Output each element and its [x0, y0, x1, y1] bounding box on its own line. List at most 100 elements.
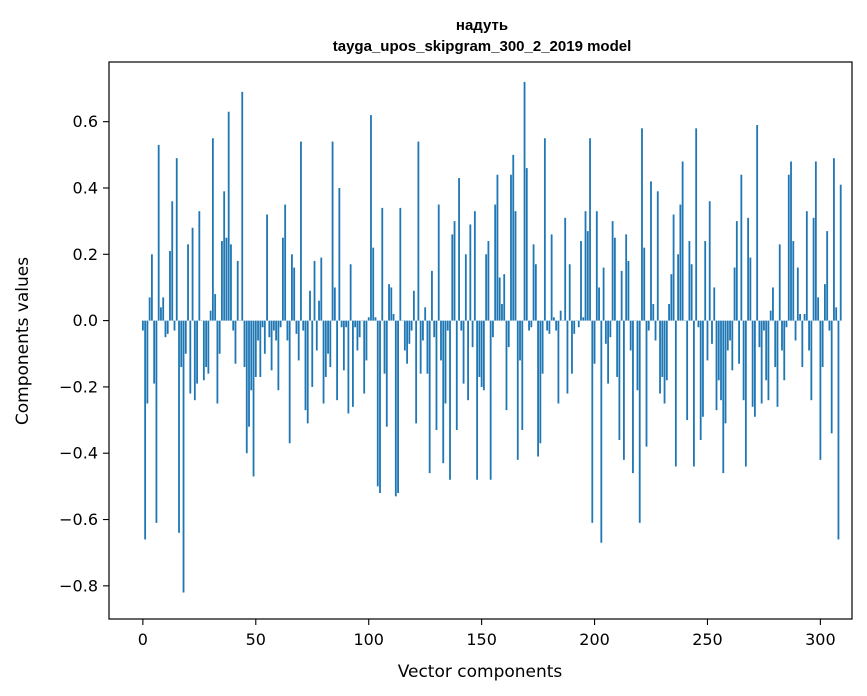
bar-228: [656, 191, 659, 321]
bar-296: [810, 320, 813, 401]
bar-202: [598, 287, 600, 321]
bar-133: [442, 320, 445, 464]
bar-224: [647, 320, 650, 331]
bar-139: [455, 320, 458, 431]
bar-303: [826, 231, 829, 321]
bar-145: [469, 224, 472, 321]
bar-129: [433, 320, 436, 338]
bar-16: [178, 320, 180, 533]
bar-51: [257, 320, 259, 341]
bar-258: [724, 320, 727, 424]
bar-89: [342, 320, 345, 371]
bar-165: [514, 211, 517, 321]
bar-13: [171, 201, 174, 321]
bar-236: [674, 320, 677, 467]
bar-174: [534, 264, 537, 321]
bar-58: [272, 320, 275, 331]
bar-30: [209, 310, 212, 321]
bar-136: [449, 320, 451, 480]
bar-222: [643, 247, 646, 321]
bar-29: [207, 320, 210, 374]
bar-140: [458, 178, 460, 321]
bar-185: [559, 310, 562, 321]
bar-203: [600, 320, 603, 543]
bar-230: [661, 320, 664, 377]
bar-237: [677, 254, 680, 321]
y-tick-label: 0.2: [73, 245, 98, 264]
bar-143: [464, 254, 467, 321]
bar-206: [607, 320, 609, 384]
bar-156: [494, 204, 497, 321]
x-axis-label: Vector components: [398, 662, 563, 682]
bar-24: [196, 320, 198, 384]
bar-27: [202, 320, 205, 381]
bar-245: [695, 128, 698, 321]
bar-241: [686, 320, 689, 421]
bar-57: [270, 320, 273, 371]
bar-94: [354, 320, 357, 328]
bar-39: [230, 244, 232, 321]
bar-169: [523, 81, 526, 321]
bar-8: [160, 307, 162, 321]
bar-229: [659, 320, 661, 394]
bar-119: [410, 320, 413, 331]
bar-306: [833, 158, 835, 321]
bar-126: [426, 320, 429, 374]
bar-44: [241, 91, 244, 321]
y-tick-label: −0.2: [59, 377, 98, 396]
bar-114: [399, 207, 402, 321]
bar-193: [577, 320, 580, 328]
bar-55: [266, 214, 268, 321]
bar-251: [708, 201, 711, 321]
bar-227: [654, 320, 657, 341]
bar-309: [839, 184, 842, 321]
bar-105: [379, 320, 381, 494]
bar-22: [191, 227, 194, 321]
bar-200: [593, 320, 596, 364]
bar-36: [223, 191, 226, 321]
bar-146: [471, 320, 474, 348]
y-tick-label: 0.6: [73, 112, 98, 131]
bar-231: [663, 320, 666, 404]
bar-204: [602, 267, 605, 321]
bar-64: [286, 320, 289, 341]
bar-142: [462, 320, 465, 384]
bar-284: [783, 320, 786, 381]
bar-135: [446, 320, 449, 331]
bar-181: [550, 234, 553, 321]
bar-147: [473, 211, 476, 321]
bar-272: [756, 124, 759, 321]
bar-127: [428, 320, 431, 474]
bar-72: [304, 320, 307, 411]
bar-221: [641, 128, 643, 321]
x-axis: 0 50 100 150 200 250 300: [138, 619, 836, 649]
bar-66: [291, 254, 293, 321]
y-tick-label: 0.0: [73, 311, 98, 330]
bar-9: [162, 297, 165, 321]
bar-102: [372, 247, 375, 321]
y-axis: −0.8 −0.6 −0.4 −0.2 0.0 0.2 0.4 0.6: [59, 112, 109, 595]
bar-188: [566, 320, 569, 394]
bar-67: [293, 267, 296, 321]
bar-3: [148, 297, 151, 321]
bar-234: [670, 274, 673, 321]
x-tick-label: 50: [246, 630, 266, 649]
bar-266: [742, 320, 745, 401]
bar-263: [735, 221, 738, 321]
bar-151: [482, 320, 485, 391]
bar-124: [422, 320, 424, 341]
bar-0: [141, 320, 144, 331]
bar-173: [532, 244, 535, 321]
bar-82: [327, 320, 329, 354]
bar-256: [720, 320, 722, 401]
bar-199: [591, 320, 594, 523]
plot-frame: [108, 61, 853, 620]
bar-131: [437, 204, 440, 321]
bar-122: [417, 141, 420, 321]
bar-190: [571, 320, 573, 374]
bar-191: [573, 320, 576, 334]
bar-178: [543, 138, 546, 321]
bar-167: [519, 320, 521, 361]
x-tick-label: 150: [466, 630, 497, 649]
